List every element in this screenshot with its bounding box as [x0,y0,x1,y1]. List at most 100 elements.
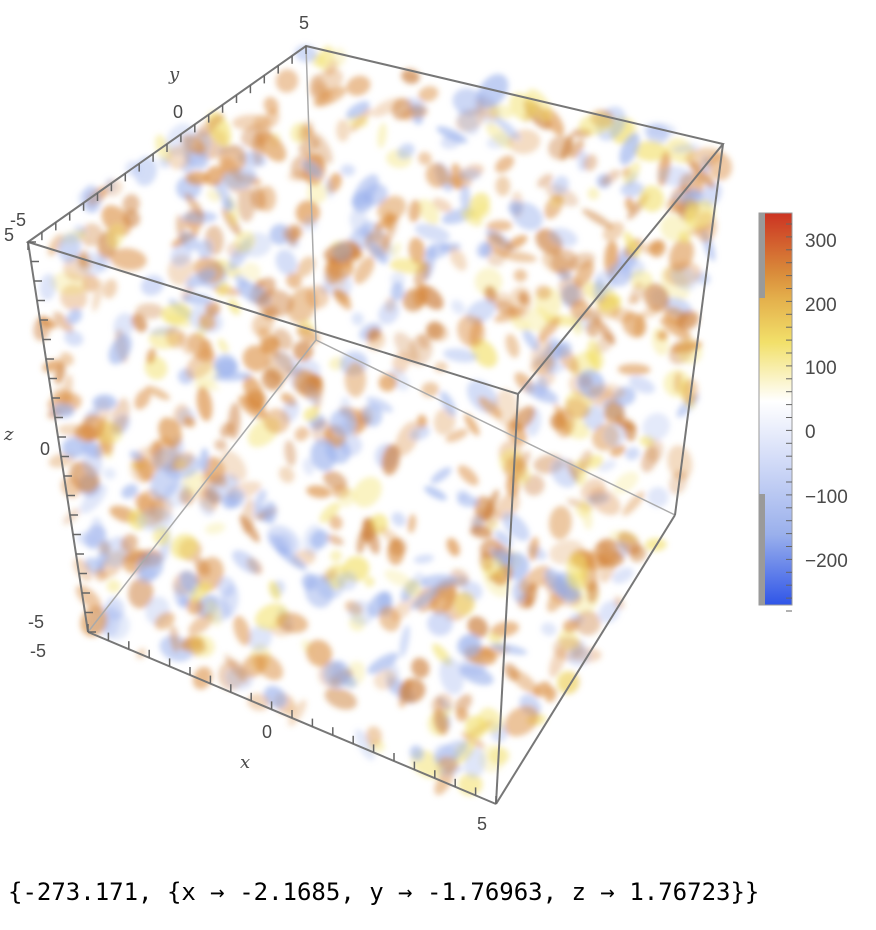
density-blob [504,705,539,737]
density-blob [623,419,637,442]
density-blob [80,484,107,514]
density-blob [378,605,401,632]
density-blob [668,469,688,495]
density-blob [566,459,580,481]
density-blob [226,489,245,508]
density-blob [513,269,528,282]
density-blob [366,396,394,413]
z-axis-label: z [3,424,14,445]
density-blob [656,330,668,341]
density-blob [204,522,226,535]
density-blob [457,465,479,486]
density-blob [90,516,105,544]
density-blob [381,444,400,476]
density-blob [242,345,270,372]
colorbar-tick-label: 300 [805,231,837,252]
density-blob [92,279,103,312]
density-blob [388,537,407,556]
density-blob [352,476,382,508]
density-blob [82,185,101,213]
density-blob [445,428,469,443]
density-blob [417,333,430,350]
density-blob [314,82,333,103]
z-axis: 5 0 -5 z [3,225,50,632]
density-blob [205,301,221,317]
density-blob [349,209,371,238]
density-blob [524,307,550,332]
density-blob [538,316,561,342]
density-blob [502,512,530,542]
density-blob [451,299,465,315]
density-blob [169,625,180,653]
density-blob [47,233,64,256]
density-blob [480,557,506,580]
density-blob [102,467,116,480]
density-blobs [33,44,732,796]
density-blob [145,385,171,401]
density-blob [413,261,431,287]
density-blob [391,512,406,527]
density-blob [109,248,147,271]
density-blob [510,315,530,332]
density-blob [352,174,379,208]
y-axis: 5 0 -5 y [10,13,309,230]
density-blob [607,263,632,287]
density-blob [645,439,664,463]
density-blob [643,283,670,312]
density-blob [467,616,489,638]
z-tick-label: 5 [4,225,14,245]
density-blob [461,731,485,749]
evaluation-output: {-273.171, {x → -2.1685, y → -1.76963, z… [8,878,760,906]
density-blob [501,251,537,263]
colorbar-tick-label: −100 [805,487,848,508]
density-blob [284,440,297,467]
density-blob [587,187,600,200]
density-blob [129,450,143,461]
density-blob [371,97,403,118]
density-blob [658,166,694,187]
density-blob [146,347,157,364]
density-blob [609,530,639,543]
density-blob [587,339,601,365]
density-blob [660,215,687,242]
density-blob [497,548,512,564]
density-blob [113,312,134,339]
density-blob [432,197,453,214]
x-axis-label: x [240,752,250,773]
density-blob [302,458,315,476]
density-blob [454,694,473,713]
density-blob [323,470,347,491]
density-blob [589,383,626,401]
density-blob [486,248,506,267]
density-blob [558,275,586,308]
density-blob [265,352,294,383]
density-blob [254,489,267,510]
density-blob [449,246,467,271]
colorbar-tick-label: 200 [805,295,837,316]
density-blob [413,554,434,564]
density-blob [170,243,192,267]
density-blob [238,395,268,420]
density-blob [197,239,213,260]
density-blob [220,422,234,438]
density-blob [53,311,74,334]
density-blob [553,408,575,438]
density-blob [367,241,388,265]
density-blob [407,514,417,534]
density-blob [378,301,400,325]
density-blob [303,407,320,422]
density-blob [62,437,86,459]
density-blob [186,598,204,615]
density-blob [367,652,399,674]
density-blob [548,135,574,160]
density-blob [493,307,525,323]
density-blob [566,552,589,591]
density-blob [464,413,480,436]
density-blob [671,191,702,203]
density-blob [275,249,297,276]
density-blob [59,352,74,366]
density-blob [333,289,351,304]
density-blob [486,233,511,257]
density-blob [345,101,370,119]
density-blob [196,386,213,422]
